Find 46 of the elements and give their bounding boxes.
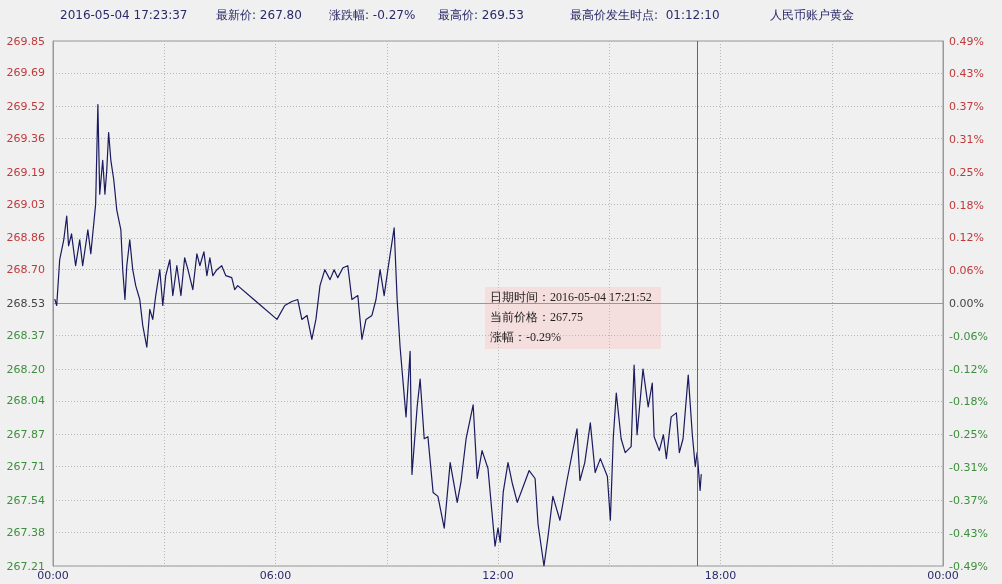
y2-tick-label: 0.37% xyxy=(949,100,984,114)
y-tick-label: 269.52 xyxy=(6,100,45,114)
y2-tick-label: 0.06% xyxy=(949,264,984,278)
y-tick-label: 267.54 xyxy=(6,493,45,507)
x-tick-label: 12:00 xyxy=(482,569,514,582)
y-tick-label: 268.20 xyxy=(6,362,45,376)
x-tick-label: 00:00 xyxy=(927,569,959,582)
y2-tick-label: -0.37% xyxy=(949,493,988,507)
text: 最高价发生时点: 01:12:10 xyxy=(570,8,720,22)
y-tick-label: 269.69 xyxy=(6,66,45,80)
text: 最新价: 267.80 xyxy=(216,8,302,22)
y-tick-label: 269.85 xyxy=(6,34,45,48)
annotation: 当前价格：267.75 xyxy=(490,310,583,324)
y2-tick-label: 0.43% xyxy=(949,67,984,81)
y2-tick-label: 0.18% xyxy=(949,198,984,212)
y2-tick-label: 0.25% xyxy=(949,165,984,179)
y2-tick-label: 0.12% xyxy=(949,231,984,245)
y-tick-label: 267.38 xyxy=(6,525,45,539)
annotation: 日期时间：2016-05-04 17:21:52 xyxy=(490,290,652,304)
x-tick-label: 18:00 xyxy=(704,569,737,582)
y-tick-label: 269.03 xyxy=(6,197,45,211)
text: 人民币账户黄金 xyxy=(770,8,854,22)
y2-tick-label: -0.06% xyxy=(949,329,988,343)
y2-tick-label: 0.00% xyxy=(949,297,984,310)
text: 最高价: 269.53 xyxy=(438,8,524,22)
y2-tick-label: -0.31% xyxy=(949,461,988,475)
y-tick-label: 268.37 xyxy=(6,328,45,342)
y-tick-label: 268.53 xyxy=(6,297,45,310)
y2-tick-label: -0.12% xyxy=(949,362,988,376)
y-tick-label: 269.36 xyxy=(6,131,45,145)
line-series xyxy=(54,104,702,567)
y-tick-label: 268.04 xyxy=(6,394,45,408)
y-tick-label: 269.19 xyxy=(6,165,45,179)
y-tick-label: 268.86 xyxy=(6,231,45,245)
y2-tick-label: -0.43% xyxy=(949,526,988,540)
y2-tick-label: -0.18% xyxy=(949,395,988,409)
text: 2016-05-04 17:23:37 xyxy=(60,8,188,22)
y-tick-label: 267.71 xyxy=(6,460,45,474)
y2-tick-label: -0.25% xyxy=(949,428,988,442)
y2-tick-label: 0.31% xyxy=(949,132,984,146)
text: 涨跌幅: -0.27% xyxy=(329,8,416,22)
y-tick-label: 267.87 xyxy=(6,428,45,442)
x-tick-label: 00:00 xyxy=(37,569,69,582)
x-tick-label: 06:00 xyxy=(259,569,292,582)
y-tick-label: 268.70 xyxy=(6,263,45,277)
y2-tick-label: 0.49% xyxy=(949,34,984,48)
